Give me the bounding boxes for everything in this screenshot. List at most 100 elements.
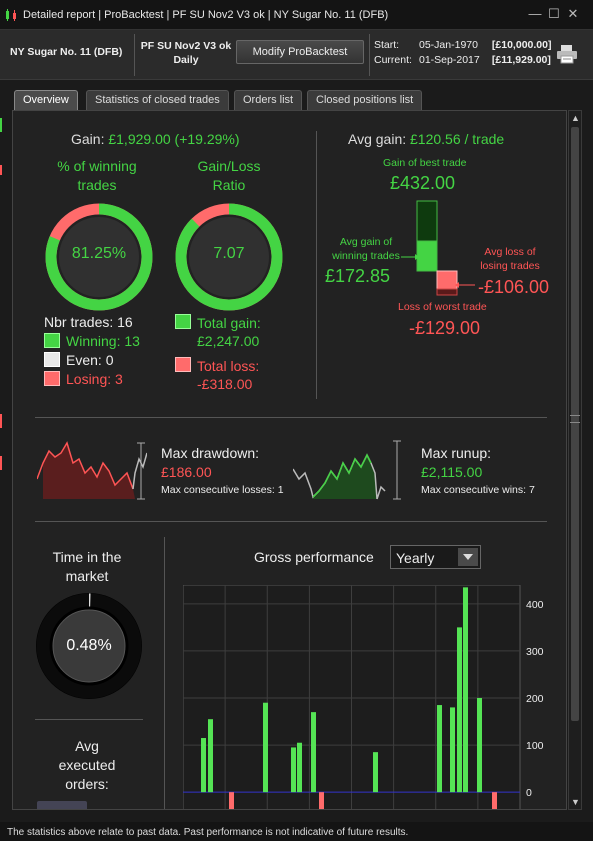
gain-value: £1,929.00 (+19.29%) [108, 131, 240, 147]
scrollbar-grip[interactable] [570, 415, 580, 423]
avg-win-label-line: winning trades [332, 250, 400, 262]
max-consecutive-losses: Max consecutive losses: 1 [161, 484, 284, 496]
drawdown-area [43, 443, 135, 499]
avg-win-label: Avg gain of winning trades [329, 235, 403, 263]
worst-trade-value: -£129.00 [409, 318, 481, 338]
avg-win-arrow [415, 254, 419, 260]
losing-swatch [44, 371, 60, 386]
chart-bar [457, 627, 462, 793]
chevron-down-icon [463, 554, 473, 560]
date-range: Start: 05-Jan-1970 [£10,000.00] Current: 0… [374, 38, 551, 68]
avg-exec-title-line: executed [58, 757, 116, 773]
avg-loss-label: Avg loss of losing trades [475, 245, 545, 273]
best-trade-bar [416, 200, 438, 242]
maximize-button[interactable]: ☐ [548, 6, 560, 21]
total-gain-value: £2,247.00 [197, 333, 260, 349]
period-select[interactable]: Yearly [390, 545, 481, 569]
nbr-trades: Nbr trades: 16 [44, 314, 133, 330]
section-divider [316, 131, 317, 399]
total-gain-label: Total gain: [197, 315, 261, 331]
period-dropdown-button[interactable] [458, 548, 478, 566]
tab-orders-list[interactable]: Orders list [234, 90, 303, 110]
strategy-name: PF SU Nov2 V3 ok [140, 40, 232, 52]
avg-exec-title-line: orders: [65, 776, 109, 792]
runup-area [313, 455, 377, 499]
tab-bar: Overview Statistics of closed trades Ord… [0, 80, 593, 110]
chart-y-tick-labels: 0 100 200 300 400 [526, 599, 544, 799]
donut-center [189, 217, 269, 297]
header-divider [134, 34, 135, 76]
chart-bar [291, 747, 296, 793]
total-loss-swatch [175, 357, 191, 372]
edge-marker [0, 118, 2, 132]
modify-probacktest-button[interactable]: Modify ProBacktest [236, 40, 364, 64]
chart-bar [450, 707, 455, 793]
avg-loss-label-line: Avg loss of [484, 246, 536, 258]
chart-y-tick-label: 100 [526, 740, 544, 752]
gain-loss-donut [175, 203, 283, 311]
winning-pct-title-line: % of winning [57, 158, 137, 174]
gain-loss-title-line: Ratio [212, 177, 246, 193]
avg-gain-summary: Avg gain: £120.56 / trade [348, 131, 504, 147]
avg-loss-value: -£106.00 [478, 277, 550, 297]
runup-label: Max runup: [421, 445, 492, 461]
donut-center [59, 217, 139, 297]
start-date: 05-Jan-1970 [419, 39, 478, 51]
chart-y-tick-label: 200 [526, 693, 544, 705]
donut-center [52, 609, 126, 683]
section-divider [35, 521, 547, 522]
avg-exec-title-line: Avg [75, 738, 99, 754]
drawdown-value: £186.00 [161, 464, 212, 480]
chart-y-tick-label: 400 [526, 599, 544, 611]
best-trade-label: Gain of best trade [383, 157, 467, 169]
total-loss-value: -£318.00 [197, 376, 253, 392]
scrollbar-thumb[interactable] [571, 127, 579, 721]
drawdown-label: Max drawdown: [161, 445, 260, 461]
gain-label: Gain: [71, 131, 105, 147]
chart-bar [477, 698, 482, 793]
vertical-scrollbar[interactable]: ▲ ▼ [568, 110, 582, 810]
time-in-market-value: 0.48% [66, 637, 112, 654]
chart-bar [373, 752, 378, 793]
gross-performance-title: Gross performance [254, 549, 374, 565]
time-in-market-title-line: Time in the [52, 549, 122, 565]
chart-bar [311, 712, 316, 793]
avg-loss-bar [436, 270, 458, 290]
chart-bar [297, 742, 302, 793]
avg-gain-value: £120.56 / trade [410, 131, 505, 147]
worst-trade-bar [436, 288, 458, 296]
tab-overview[interactable]: Overview [14, 90, 78, 110]
scroll-up-icon[interactable]: ▲ [571, 113, 580, 123]
max-consecutive-wins: Max consecutive wins: 7 [421, 484, 535, 496]
chart-bar [263, 702, 268, 793]
total-loss: Total loss: -£318.00 [197, 357, 259, 393]
period-select-value: Yearly [396, 550, 435, 566]
chart-bar [208, 719, 213, 793]
avg-executed-orders-title: Avg executed orders: [29, 737, 145, 794]
edge-marker [0, 414, 2, 428]
gain-summary: Gain: £1,929.00 (+19.29%) [71, 131, 240, 147]
start-capital: [£10,000.00] [491, 39, 552, 51]
runup-value: £2,115.00 [421, 464, 483, 480]
avg-executed-orders-indicator [37, 801, 87, 809]
section-divider [35, 719, 143, 720]
runup-chart [293, 440, 401, 500]
current-date: 01-Sep-2017 [419, 54, 480, 66]
printer-icon[interactable] [556, 44, 578, 64]
tab-statistics-closed-trades[interactable]: Statistics of closed trades [86, 90, 229, 110]
drawdown-line [37, 441, 134, 490]
close-button[interactable]: ✕ [567, 6, 579, 21]
section-divider [164, 537, 165, 809]
strategy-timeframe: Daily [173, 54, 199, 66]
chart-bars [201, 587, 497, 809]
winning-pct-donut [45, 203, 153, 311]
chart-y-tick-label: 300 [526, 646, 544, 658]
time-in-market-title-line: market [65, 568, 109, 584]
total-loss-label: Total loss: [197, 358, 260, 374]
even-swatch [44, 352, 60, 367]
scroll-down-icon[interactable]: ▼ [571, 797, 580, 807]
tab-closed-positions-list[interactable]: Closed positions list [307, 90, 423, 110]
minimize-button[interactable]: — [528, 6, 542, 21]
avg-win-value: £172.85 [325, 266, 391, 286]
header-divider [369, 34, 370, 76]
